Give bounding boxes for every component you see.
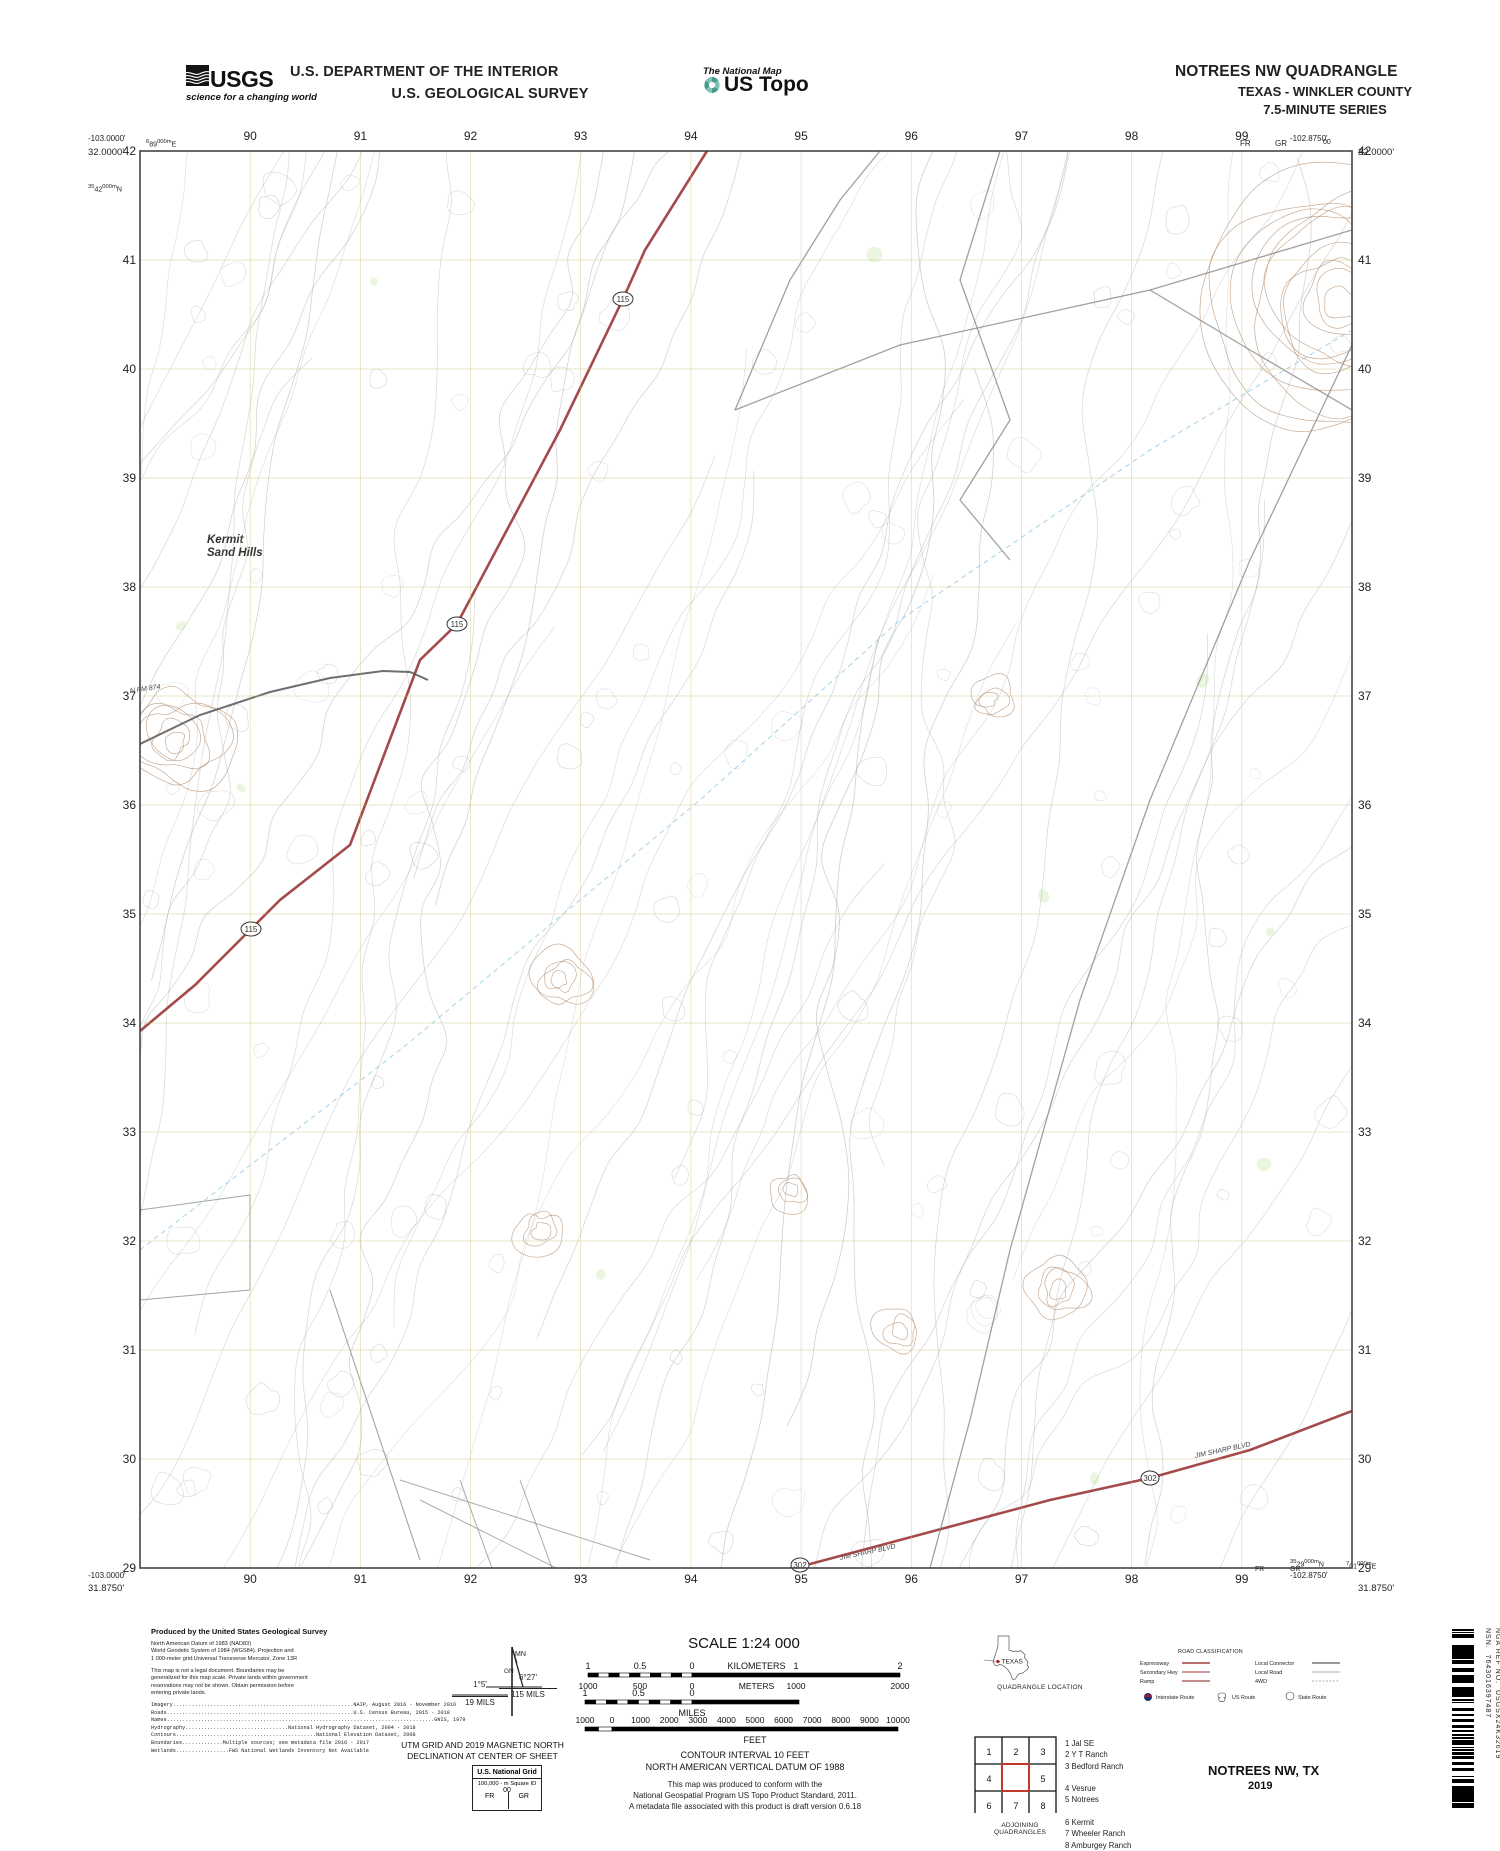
svg-text:115: 115 bbox=[617, 295, 630, 304]
svg-text:302: 302 bbox=[1143, 1474, 1157, 1483]
svg-text:115: 115 bbox=[245, 925, 258, 934]
svg-text:115: 115 bbox=[451, 620, 464, 629]
